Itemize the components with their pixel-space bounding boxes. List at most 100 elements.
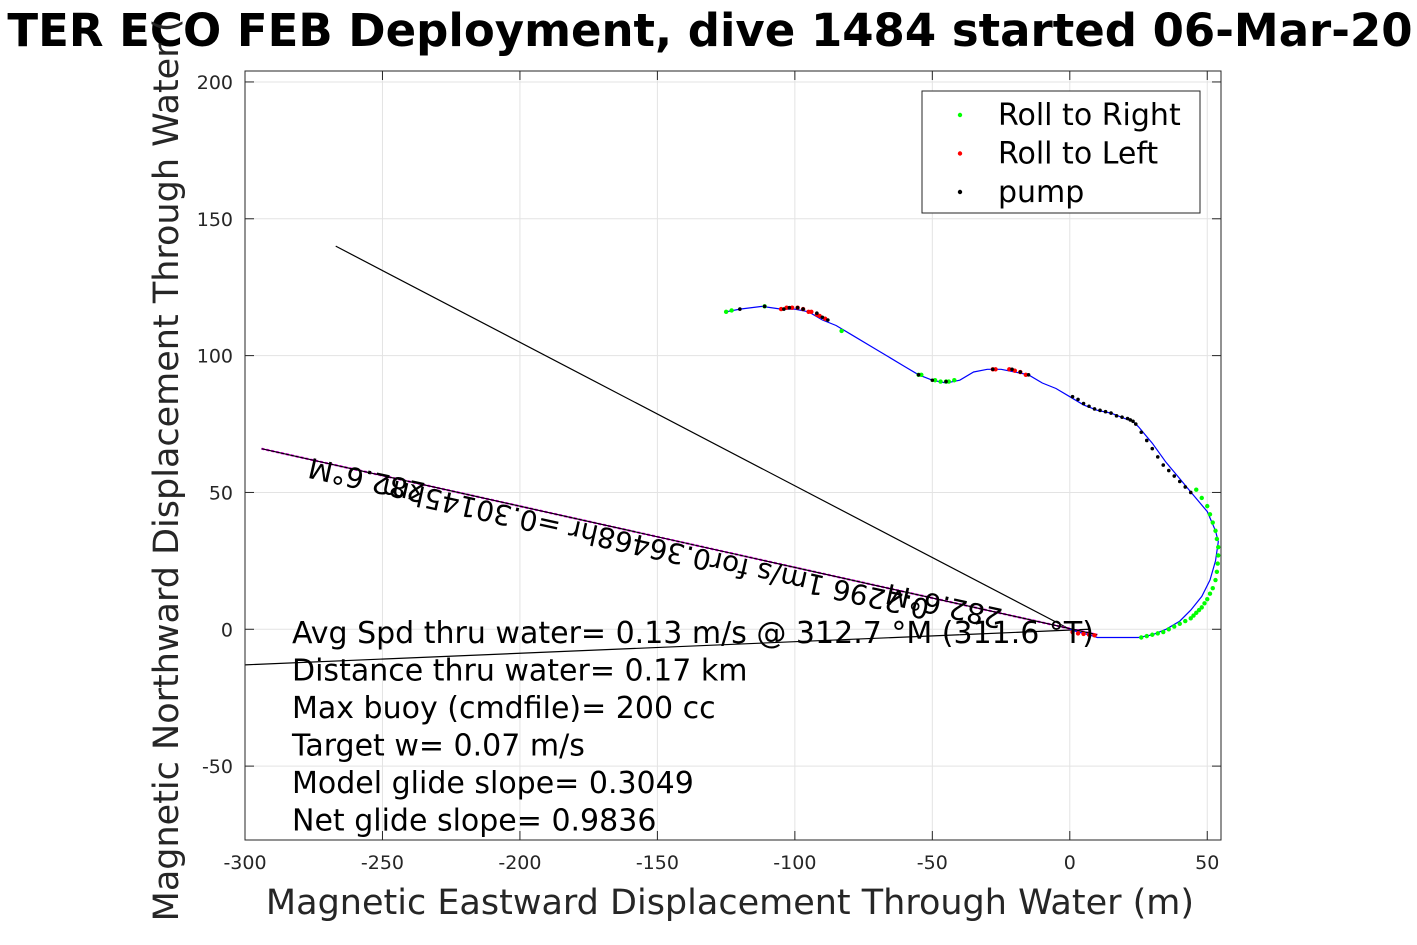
pump-point [1128,418,1133,422]
pump-point [1018,370,1023,374]
y-axis-label: Magnetic Northward Displacement Through … [147,19,187,922]
roll-right-point [839,328,844,334]
pump-point [801,307,805,311]
pump-point [795,305,800,310]
y-tick-label: 150 [197,209,233,231]
roll-right-point [1213,528,1218,533]
x-tick-label: 0 [1064,852,1076,874]
roll-right-point [1215,561,1220,566]
roll-right-point [932,378,938,383]
stats-line: Distance thru water= 0.17 km [292,654,747,689]
roll-left-point [1075,631,1081,636]
pump-point [1098,408,1102,413]
roll-right-point [1202,601,1207,606]
pump-point [1188,490,1193,495]
pump-point [1081,401,1086,406]
legend-label: Roll to Left [998,137,1158,172]
pump-point [1114,414,1119,418]
pump-point [1109,411,1113,415]
pump-point [1076,397,1080,402]
reference-line-0 [335,245,1071,630]
pump-point [944,379,948,384]
legend-label: pump [998,175,1084,210]
y-tick-label: 100 [197,346,233,368]
roll-right-point [723,309,729,315]
pump-point [782,307,786,311]
roll-right-point [1194,610,1199,616]
reference-line-2 [959,628,1090,636]
roll-right-point [1191,613,1196,618]
roll-right-point [1214,536,1220,542]
x-tick-label: -300 [223,852,266,874]
reference-line-1 [245,634,960,666]
stats-line: Target w= 0.07 m/s [291,729,585,764]
stats-block: Avg Spd thru water= 0.13 m/s @ 312.7 °M … [291,616,1094,839]
roll-right-point [1196,607,1202,613]
pump-point [738,307,742,311]
pump-point [1150,446,1155,451]
pump-point [916,372,921,377]
axis-ticks: -300 -250 -200 -150 -100 -50 0 50 -50 0 50 100 150 20… [197,71,1221,874]
grid-lines [244,71,1221,840]
roll-left-point [809,309,814,315]
roll-left-point [1007,367,1012,372]
data-layer [245,245,1221,666]
chart-title: TER ECO FEB Deployment, dive 1484 starte… [7,4,1412,57]
stats-line: Net glide slope= 0.9836 [292,804,656,839]
pump-point [1092,407,1097,411]
pump-point [1131,419,1135,424]
pump-point [1087,404,1091,409]
x-tick-label: -50 [917,852,948,874]
pump-point [1026,372,1031,377]
roll-right-point [952,378,957,383]
pump-point [1139,430,1144,435]
pump-point [991,367,995,372]
roll-right-point [1150,632,1155,637]
pump-point [815,311,819,315]
y-tick-label: 50 [209,482,233,504]
stats-line: Model glide slope= 0.3049 [292,766,694,801]
x-tick-label: -150 [636,852,679,874]
pump-point [826,318,830,322]
x-axis-label: Magnetic Eastward Displacement Through W… [266,883,1194,923]
pump-point [1177,479,1182,484]
pump-point [930,378,935,383]
roll-right-point [1155,631,1160,636]
roll-right-point [1139,635,1144,640]
roll-right-point [919,372,924,377]
roll-left-point [1023,372,1028,377]
stats-line: Max buoy (cmdfile)= 200 cc [292,691,716,726]
stats-line: Avg Spd thru water= 0.13 m/s @ 312.7 °M … [292,616,1094,651]
roll-right-point [1199,495,1204,501]
roll-right-point [1216,553,1221,558]
roll-right-point [1199,605,1204,610]
pump-point [1183,485,1188,489]
roll-right-point [1166,627,1171,632]
legend-marker [957,189,963,195]
y-tick-label: 200 [197,72,233,94]
pump-point [1144,438,1149,443]
pump-point [1010,367,1014,372]
roll-right-point [1144,633,1149,639]
pump-point [1155,455,1160,459]
pump-point [1125,416,1130,421]
roll-right-point [1161,629,1166,635]
roll-left-point [1086,632,1092,637]
pump-point [1161,463,1166,467]
pump-point [1172,474,1177,478]
roll-right-point [1205,596,1210,602]
roll-right-point [1177,621,1182,627]
roll-right-point [1216,544,1221,550]
roll-right-point [1210,586,1215,591]
roll-right-point [1214,569,1220,575]
roll-right-point [1194,487,1199,492]
roll-left-point [993,367,998,372]
roll-left-point [778,306,784,312]
roll-right-point [1207,512,1213,517]
x-tick-label: 50 [1195,852,1219,874]
x-tick-label: -250 [361,852,404,874]
roll-right-point [1172,624,1177,629]
roll-right-point [1188,616,1193,621]
